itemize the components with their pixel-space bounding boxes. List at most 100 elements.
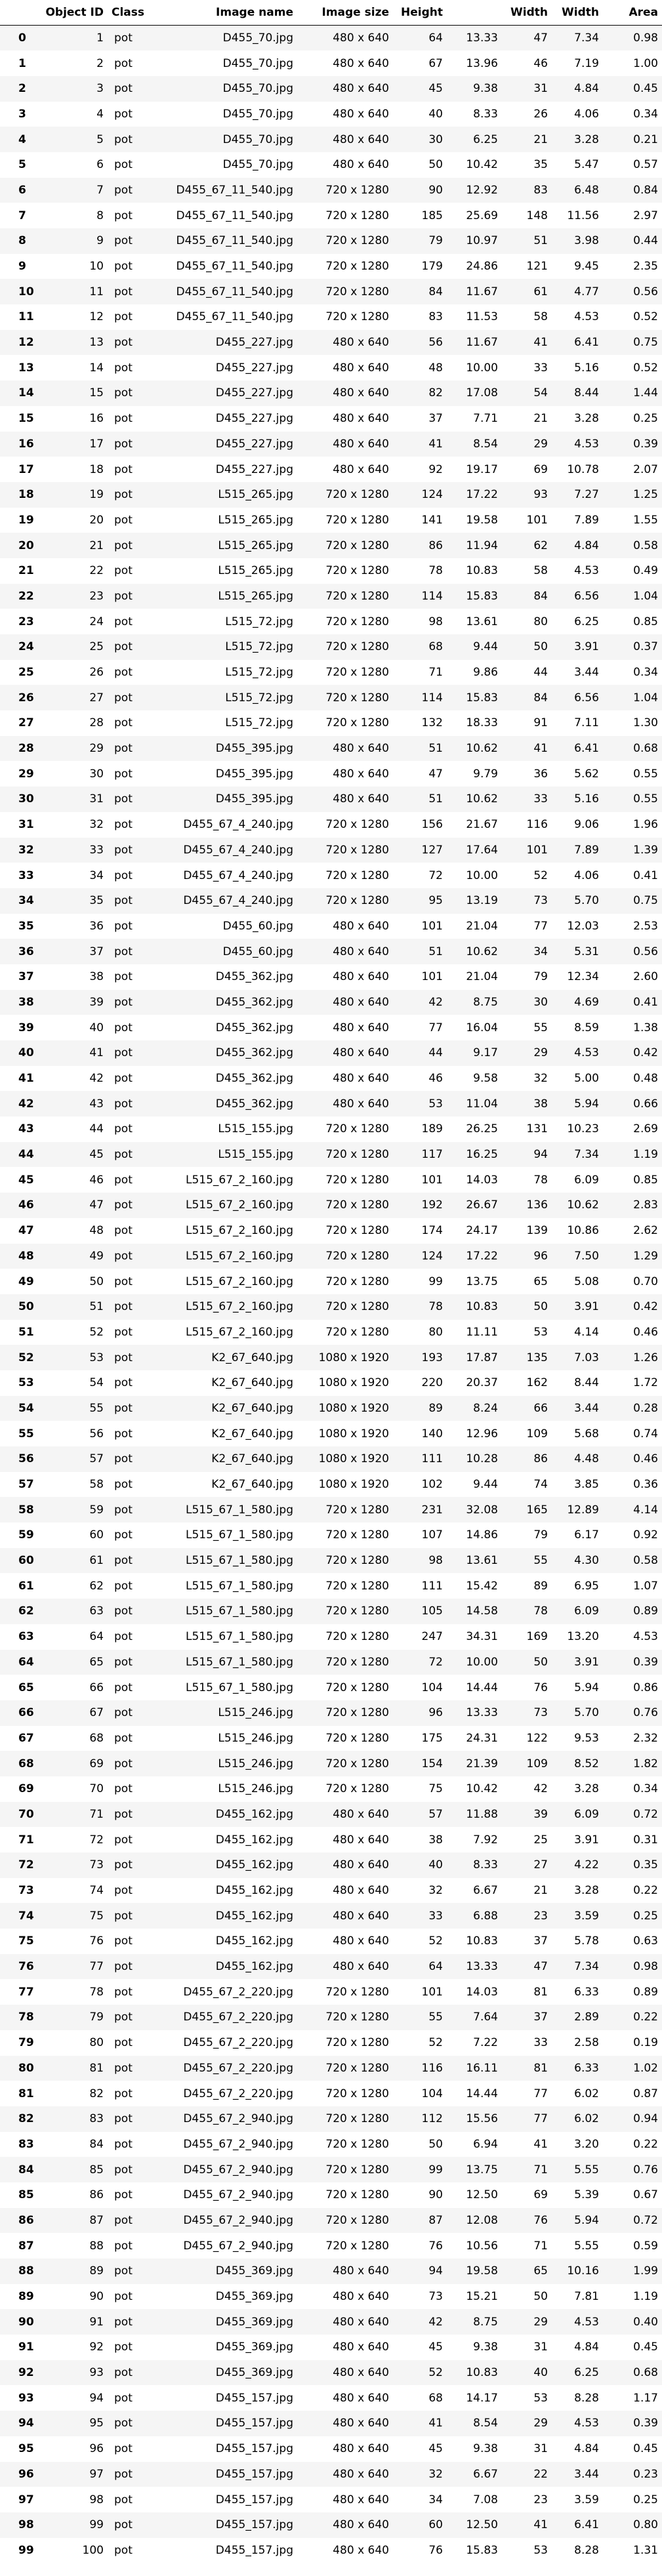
object-id-cell: 91: [41, 2309, 108, 2335]
image-name-cell: D455_369.jpg: [148, 2309, 297, 2335]
image-size-cell: 720 x 1280: [297, 609, 393, 634]
image-name-cell: D455_157.jpg: [148, 2436, 297, 2462]
class-cell: pot: [108, 939, 148, 964]
width-cell: 41: [502, 2512, 552, 2538]
object-id-cell: 19: [41, 481, 108, 508]
object-id-cell: 87: [41, 2207, 108, 2234]
height-percent-cell: 6.25: [447, 127, 502, 152]
area-cell: 1.19: [603, 2283, 662, 2310]
class-cell: pot: [108, 1624, 148, 1650]
area-cell: 0.57: [603, 152, 662, 178]
row-index: 13: [0, 355, 41, 381]
class-cell: pot: [108, 2461, 148, 2487]
area-cell: 0.22: [603, 1877, 662, 1904]
row-index: 81: [0, 2081, 41, 2106]
width-cell: 47: [502, 25, 552, 51]
image-name-cell: D455_67_2_220.jpg: [148, 2081, 297, 2106]
class-cell: pot: [108, 1953, 148, 1980]
height-percent-cell: 13.96: [447, 51, 502, 76]
image-name-cell: D455_157.jpg: [148, 2512, 297, 2538]
height-percent-cell: 10.83: [447, 1929, 502, 1954]
image-name-cell: D455_162.jpg: [148, 1953, 297, 1980]
image-name-cell: D455_67_2_940.jpg: [148, 2157, 297, 2182]
area-cell: 0.68: [603, 2360, 662, 2386]
height-cell: 78: [393, 558, 447, 584]
image-name-cell: D455_362.jpg: [148, 964, 297, 990]
row-index: 58: [0, 1497, 41, 1523]
area-cell: 0.34: [603, 1776, 662, 1802]
width-percent-cell: 8.59: [552, 1015, 603, 1040]
height-percent-cell: 6.94: [447, 2131, 502, 2157]
width-cell: 55: [502, 1015, 552, 1040]
class-cell: pot: [108, 2207, 148, 2234]
object-id-cell: 61: [41, 1547, 108, 1574]
area-cell: 0.87: [603, 2081, 662, 2106]
object-id-cell: 78: [41, 1979, 108, 2005]
class-cell: pot: [108, 481, 148, 508]
table-row: 6 7 pot D455_67_11_540.jpg 720 x 1280 90 12.92…: [0, 177, 662, 203]
row-index: 66: [0, 1700, 41, 1726]
row-index: 68: [0, 1751, 41, 1776]
width-percent-cell: 9.53: [552, 1725, 603, 1751]
area-cell: 1.17: [603, 2385, 662, 2411]
table-row: 47 48 pot L515_67_2_160.jpg 720 x 1280 174 24.…: [0, 1217, 662, 1244]
height-cell: 60: [393, 2512, 447, 2538]
width-percent-cell: 3.59: [552, 1903, 603, 1929]
width-cell: 38: [502, 1091, 552, 1117]
width-percent-cell: 3.28: [552, 1776, 603, 1802]
object-id-cell: 58: [41, 1471, 108, 1498]
area-cell: 0.37: [603, 634, 662, 660]
table-row: 30 31 pot D455_395.jpg 480 x 640 51 10.62 33 5.1…: [0, 787, 662, 812]
image-name-cell: D455_67_2_940.jpg: [148, 2233, 297, 2259]
image-size-cell: 480 x 640: [297, 380, 393, 406]
class-cell: pot: [108, 710, 148, 736]
image-name-cell: D455_395.jpg: [148, 761, 297, 787]
row-index: 91: [0, 2335, 41, 2360]
image-name-cell: K2_67_640.jpg: [148, 1370, 297, 1396]
image-size-cell: 720 x 1280: [297, 203, 393, 228]
row-index: 24: [0, 634, 41, 660]
image-size-cell: 480 x 640: [297, 431, 393, 457]
table-row: 70 71 pot D455_162.jpg 480 x 640 57 11.88 39 6.0…: [0, 1801, 662, 1828]
row-index: 23: [0, 609, 41, 634]
width-percent-cell: 3.59: [552, 2487, 603, 2512]
height-cell: 231: [393, 1497, 447, 1523]
row-index: 4: [0, 127, 41, 152]
image-name-cell: D455_227.jpg: [148, 380, 297, 406]
class-cell: pot: [108, 329, 148, 356]
table-row: 62 63 pot L515_67_1_580.jpg 720 x 1280 105 14.…: [0, 1599, 662, 1624]
height-cell: 48: [393, 355, 447, 381]
height-cell: 42: [393, 989, 447, 1015]
class-cell: pot: [108, 2360, 148, 2386]
height-percent-cell: 26.25: [447, 1116, 502, 1142]
object-id-cell: 74: [41, 1877, 108, 1904]
width-cell: 148: [502, 203, 552, 228]
image-name-cell: D455_67_11_540.jpg: [148, 279, 297, 305]
width-cell: 31: [502, 2335, 552, 2360]
height-percent-cell: 16.11: [447, 2055, 502, 2081]
table-row: 48 49 pot L515_67_2_160.jpg 720 x 1280 124 17.…: [0, 1243, 662, 1269]
width-cell: 34: [502, 939, 552, 964]
height-cell: 193: [393, 1345, 447, 1370]
object-id-cell: 26: [41, 659, 108, 685]
image-size-cell: 720 x 1280: [297, 1141, 393, 1168]
width-percent-cell: 4.06: [552, 101, 603, 127]
row-index: 0: [0, 25, 41, 51]
table-row: 10 11 pot D455_67_11_540.jpg 720 x 1280 84 11.…: [0, 279, 662, 305]
table-row: 66 67 pot L515_246.jpg 720 x 1280 96 13.33 73 5.…: [0, 1700, 662, 1726]
width-percent-cell: 5.47: [552, 152, 603, 178]
object-id-cell: 48: [41, 1217, 108, 1244]
area-cell: 2.53: [603, 913, 662, 939]
image-name-cell: D455_67_4_240.jpg: [148, 837, 297, 863]
image-size-cell: 720 x 1280: [297, 685, 393, 711]
width-cell: 109: [502, 1421, 552, 1446]
height-percent-cell: 12.08: [447, 2207, 502, 2234]
class-cell: pot: [108, 2283, 148, 2310]
object-id-cell: 16: [41, 405, 108, 432]
width-percent-cell: 6.02: [552, 2106, 603, 2132]
class-cell: pot: [108, 2512, 148, 2538]
height-cell: 84: [393, 279, 447, 305]
table-row: 26 27 pot L515_72.jpg 720 x 1280 114 15.83 84 6.…: [0, 685, 662, 711]
table-row: 20 21 pot L515_265.jpg 720 x 1280 86 11.94 62 4.…: [0, 533, 662, 558]
image-name-cell: L515_67_1_580.jpg: [148, 1573, 297, 1599]
